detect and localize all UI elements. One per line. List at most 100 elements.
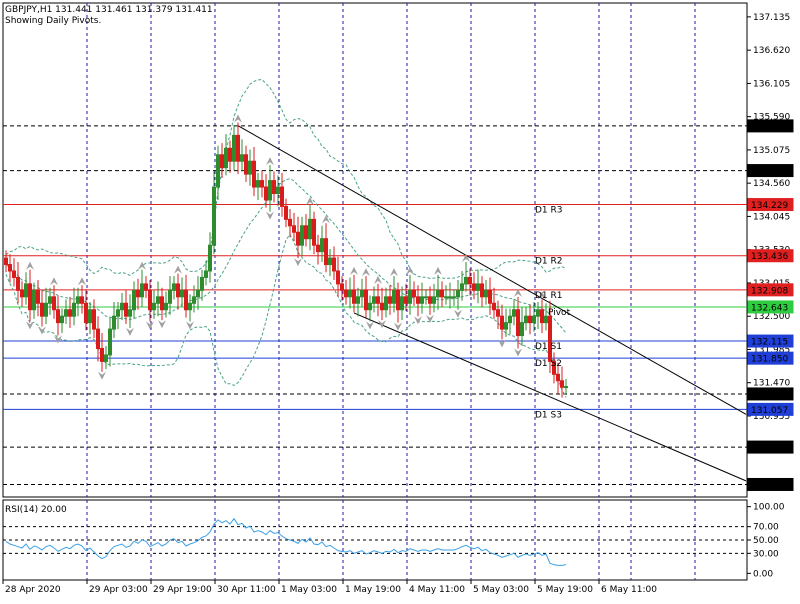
candle-body <box>200 276 204 291</box>
candle-body <box>552 360 556 375</box>
price-badge <box>747 477 794 491</box>
price-tick-label: 130.955 <box>753 412 790 422</box>
candle-body <box>312 218 316 246</box>
candle-body <box>104 354 108 362</box>
candle-body <box>96 328 100 349</box>
main-frame <box>2 2 748 498</box>
candle-body <box>252 160 256 188</box>
candle-body <box>384 296 388 311</box>
candle-body <box>184 289 188 311</box>
candle-body <box>560 380 564 388</box>
price-badge-label: 134.229 <box>751 201 788 211</box>
candle-body <box>156 296 160 304</box>
chart-subtitle: Showing Daily Pivots. <box>5 16 101 26</box>
candle-body <box>452 296 456 299</box>
fractal-up-icon <box>538 291 546 300</box>
bollinger-middle <box>5 178 567 334</box>
candle-body <box>444 296 448 299</box>
candle-body <box>260 180 264 188</box>
candle-body <box>84 302 88 324</box>
price-tick-label: 134.560 <box>753 179 790 189</box>
chart-title: GBPJPY,H1 131.441 131.461 131.379 131.41… <box>5 5 213 15</box>
candle-body <box>492 302 496 311</box>
pivot-label: D1 R3 <box>535 206 563 216</box>
candle-body <box>144 283 148 291</box>
candle-body <box>248 160 252 175</box>
price-badge-label: 131.296 <box>751 390 788 400</box>
candle-body <box>88 309 92 324</box>
candle-body <box>276 186 280 194</box>
trendline <box>353 312 747 482</box>
candle-body <box>164 302 168 311</box>
candle-body <box>236 134 240 162</box>
candle-body <box>140 283 144 298</box>
candle-body <box>40 302 44 317</box>
fractal-down-icon <box>498 339 506 348</box>
time-tick-label: 4 May 11:00 <box>409 585 465 595</box>
price-badges: 135.447 134.755 134.229 133.436 132.908 132.6… <box>747 119 794 491</box>
candle-body <box>392 289 396 304</box>
candle-body <box>8 264 12 272</box>
candle-body <box>68 309 72 317</box>
price-tick-label: 131.985 <box>753 345 790 355</box>
candle-body <box>348 289 352 298</box>
candle-body <box>212 186 216 246</box>
candle-body <box>120 302 124 311</box>
fractal-up-icon <box>78 277 86 286</box>
candle-body <box>468 276 472 285</box>
time-tick-label: 28 Apr 2020 <box>5 585 61 595</box>
pivot-label: D1 S1 <box>535 342 562 352</box>
candle-body <box>272 180 276 194</box>
rsi-line <box>5 517 567 566</box>
pivot-label: D1 S3 <box>535 410 562 420</box>
candle-body <box>24 283 28 298</box>
price-badge <box>747 334 794 348</box>
fractal-up-icon <box>434 266 442 275</box>
candle-body <box>80 296 84 304</box>
candle-body <box>308 218 312 240</box>
candle-body <box>376 296 380 304</box>
price-badge <box>747 351 794 365</box>
fractal-up-icon <box>174 265 182 274</box>
fractal-down-icon <box>414 316 422 325</box>
rsi-panel: RSI(14) 20.00 100.00 70.00 50.00 30.00 0.00 <box>2 499 785 581</box>
time-tick-label: 1 May 03:00 <box>281 585 337 595</box>
main-grid <box>2 2 748 498</box>
candle-body <box>148 289 152 311</box>
fractal-up-icon <box>50 277 58 286</box>
fractal-down-icon <box>158 320 166 329</box>
candle-body <box>304 225 308 240</box>
candle-body <box>480 283 484 298</box>
candle-body <box>464 276 468 285</box>
candle-body <box>28 283 32 311</box>
trendlines <box>237 125 747 482</box>
price-badge <box>747 198 794 212</box>
fractals <box>26 114 546 380</box>
candle-body <box>196 289 200 298</box>
price-badge-label: 132.908 <box>751 286 788 296</box>
candle-body <box>180 289 184 298</box>
candle-body <box>240 154 244 162</box>
candle-body <box>268 180 272 201</box>
fractal-down-icon <box>394 322 402 331</box>
price-badge-label: 131.850 <box>751 355 788 365</box>
candle-body <box>192 296 196 304</box>
fractal-up-icon <box>514 288 522 297</box>
candle-body <box>544 315 548 324</box>
candle-body <box>92 309 96 330</box>
price-badge-label: 132.115 <box>751 338 788 348</box>
candle-body <box>408 289 412 304</box>
bollinger-upper <box>5 79 567 279</box>
candle-body <box>416 296 420 304</box>
candle-body <box>380 302 384 311</box>
candle-body <box>472 283 476 291</box>
fractal-down-icon <box>186 321 194 330</box>
price-tick-label: 136.105 <box>753 79 790 89</box>
candle-body <box>256 180 260 188</box>
price-tick-label: 136.620 <box>753 46 790 56</box>
candle-body <box>540 309 544 324</box>
fractal-down-icon <box>38 326 46 335</box>
fractal-up-icon <box>374 275 382 284</box>
candle-body <box>496 309 500 317</box>
